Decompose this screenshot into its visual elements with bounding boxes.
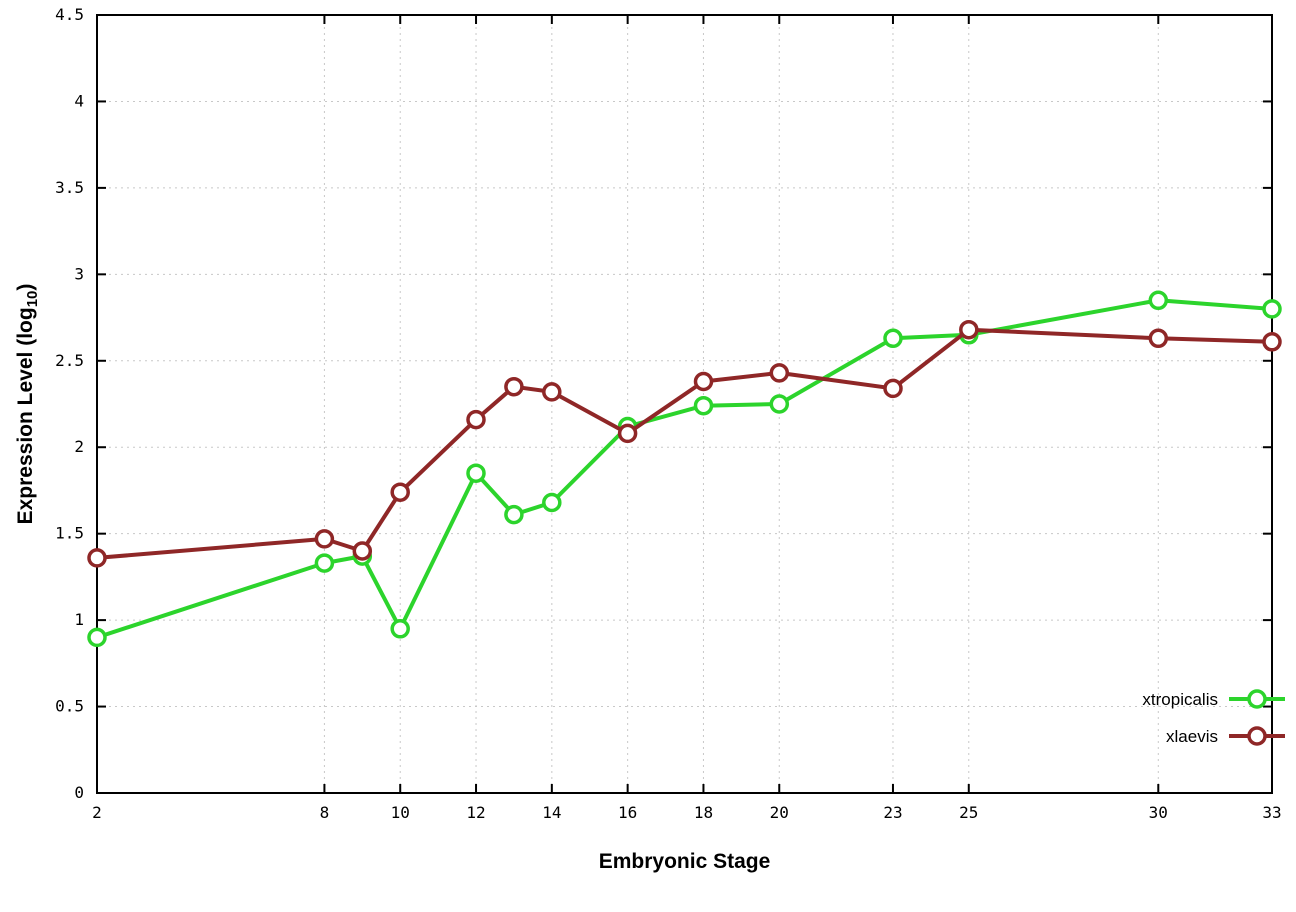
x-tick-label: 23 bbox=[883, 803, 902, 822]
series-line-xtropicalis bbox=[95, 298, 1274, 640]
x-tick-label: 16 bbox=[618, 803, 637, 822]
data-point-xtropicalis bbox=[504, 504, 524, 525]
data-point-xlaevis bbox=[314, 529, 335, 549]
x-tick-label: 18 bbox=[694, 803, 713, 822]
y-tick-label: 1.5 bbox=[55, 524, 84, 543]
plot-border bbox=[96, 14, 1273, 794]
legend-label-xtropicalis: xtropicalis bbox=[1142, 690, 1218, 709]
x-tick-label: 25 bbox=[959, 803, 978, 822]
data-point-xlaevis bbox=[617, 423, 638, 444]
y-tick-label: 3 bbox=[74, 264, 84, 283]
data-point-xtropicalis bbox=[693, 395, 714, 416]
data-point-xlaevis bbox=[504, 376, 524, 397]
x-tick-label: 33 bbox=[1262, 803, 1281, 822]
data-point-xlaevis bbox=[1148, 328, 1169, 349]
data-point-xlaevis bbox=[883, 378, 903, 399]
data-point-xtropicalis bbox=[542, 492, 562, 513]
data-point-xtropicalis bbox=[390, 619, 410, 639]
data-point-xlaevis bbox=[769, 363, 790, 383]
x-tick-label: 30 bbox=[1149, 803, 1168, 822]
data-point-xlaevis bbox=[1262, 332, 1282, 352]
y-tick-label: 3.5 bbox=[55, 178, 84, 197]
x-tick-label: 14 bbox=[542, 803, 561, 822]
data-point-xlaevis bbox=[693, 371, 714, 392]
x-tick-label: 2 bbox=[92, 803, 102, 822]
data-point-xtropicalis bbox=[466, 463, 486, 483]
data-point-xlaevis bbox=[390, 482, 410, 502]
y-tick-label: 2.5 bbox=[55, 351, 84, 370]
data-point-xlaevis bbox=[542, 382, 562, 402]
legend-label-xlaevis: xlaevis bbox=[1166, 727, 1218, 746]
data-point-xtropicalis bbox=[87, 627, 107, 648]
y-tick-label: 2 bbox=[74, 437, 84, 456]
x-tick-label: 10 bbox=[391, 803, 410, 822]
x-axis-label: Embryonic Stage bbox=[599, 850, 771, 873]
x-tick-label: 20 bbox=[770, 803, 789, 822]
data-point-xtropicalis bbox=[769, 394, 790, 414]
y-tick-label: 4.5 bbox=[55, 5, 84, 24]
data-point-xlaevis bbox=[466, 409, 486, 430]
data-point-xlaevis bbox=[959, 319, 979, 340]
series-line-xlaevis bbox=[95, 327, 1274, 560]
legend-marker-xlaevis bbox=[1247, 726, 1267, 746]
x-tick-label: 8 bbox=[320, 803, 330, 822]
y-tick-label: 0.5 bbox=[55, 697, 84, 716]
data-point-xlaevis bbox=[352, 541, 373, 561]
data-point-xtropicalis bbox=[1148, 290, 1169, 311]
data-point-xlaevis bbox=[87, 548, 107, 568]
data-point-xtropicalis bbox=[883, 328, 903, 349]
y-axis-label: Expression Level (log10) bbox=[14, 284, 41, 525]
y-tick-label: 4 bbox=[74, 91, 84, 110]
data-point-xtropicalis bbox=[314, 553, 335, 573]
data-point-xtropicalis bbox=[1262, 299, 1282, 319]
y-tick-label: 0 bbox=[74, 783, 84, 802]
x-tick-label: 12 bbox=[466, 803, 485, 822]
legend-marker-xtropicalis bbox=[1247, 689, 1267, 709]
y-tick-label: 1 bbox=[74, 610, 84, 629]
